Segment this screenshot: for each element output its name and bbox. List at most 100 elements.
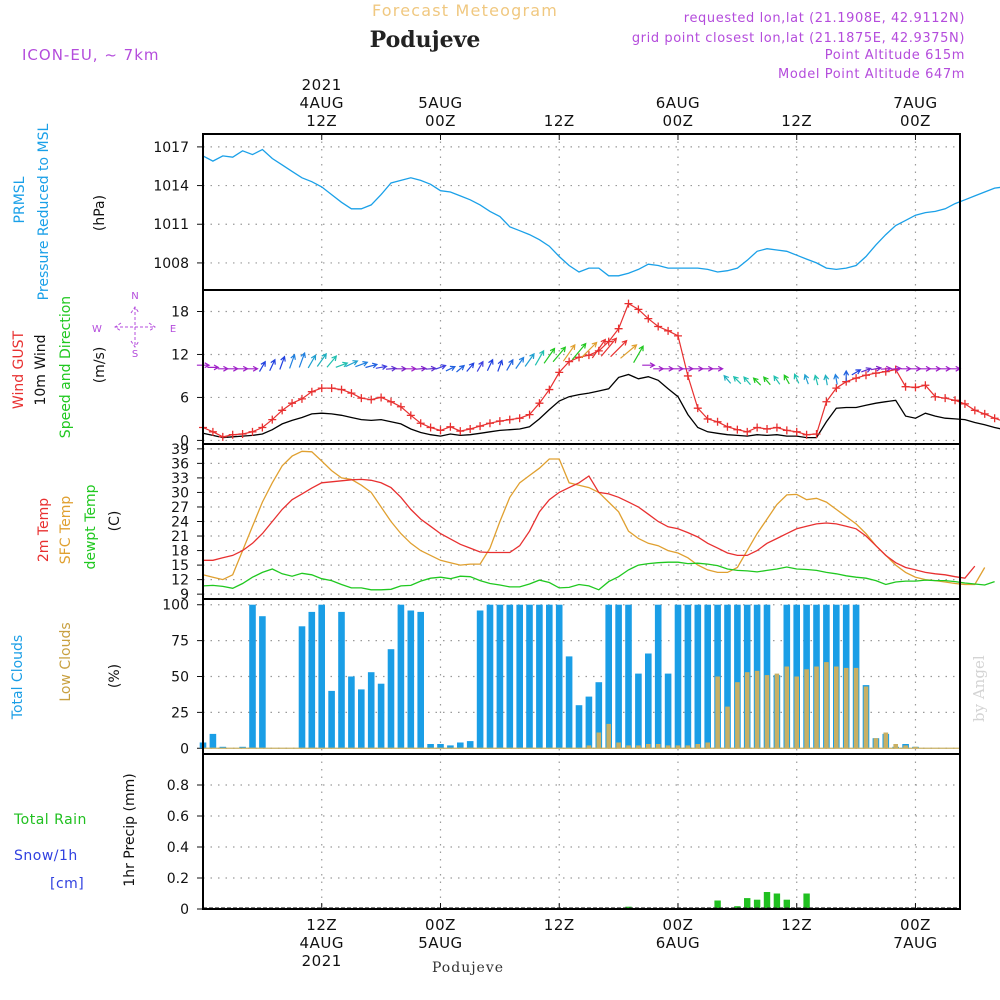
low-cloud-bar	[903, 745, 908, 749]
gust-marker	[396, 402, 405, 411]
wind-dir-label: Speed and Direction	[58, 296, 74, 438]
total-cloud-bar	[555, 604, 563, 749]
wind-arrow	[682, 365, 695, 372]
low-cloud-bar	[616, 742, 621, 749]
low-cloud-bar	[675, 745, 681, 749]
gust-marker	[228, 430, 237, 439]
wind-arrow	[571, 342, 587, 360]
rain-bar	[753, 899, 761, 909]
wind-arrow	[673, 365, 685, 372]
wind-arrow	[425, 365, 437, 372]
gust-marker	[307, 387, 316, 396]
gust-marker	[327, 384, 336, 393]
panel-wind: 0 6 12 18	[171, 290, 1000, 449]
wind-arrow	[940, 365, 952, 372]
gust-marker	[614, 324, 623, 333]
gust-marker	[693, 404, 702, 413]
wind-arrow	[247, 365, 259, 372]
wind-arrow	[289, 353, 296, 369]
wind-arrow	[562, 343, 576, 362]
gust-marker	[743, 427, 752, 436]
ytick-label: 0	[180, 433, 189, 449]
gust-marker	[555, 368, 564, 377]
wind-arrow	[663, 365, 675, 372]
gust-marker	[565, 357, 574, 366]
total-cloud-bar	[496, 604, 504, 749]
t2m-line	[203, 475, 976, 579]
wind-arrow	[843, 369, 850, 381]
low-cloud-bar	[784, 666, 790, 749]
ytick-label: 100	[162, 598, 189, 614]
gust-marker	[347, 389, 356, 398]
ytick-label: 25	[171, 705, 189, 721]
gust-marker	[515, 414, 524, 423]
top-time-label: 12Z	[306, 112, 337, 130]
total-cloud-bar	[377, 683, 385, 749]
credit-watermark: by Angel	[970, 655, 988, 722]
total-cloud-bar	[635, 673, 642, 749]
wind-arrow	[365, 362, 379, 369]
gust-marker	[317, 384, 326, 393]
wind-arrow	[910, 365, 922, 372]
total-cloud-bar	[605, 604, 612, 749]
total-cloud-bar	[565, 656, 573, 749]
low-cloud-bar	[843, 667, 849, 749]
low-cloud-bar	[873, 738, 879, 749]
wind-arrow	[345, 360, 359, 368]
compass-rose: N W E S	[92, 291, 176, 360]
wind-arrow	[823, 374, 830, 386]
sfc-temp-line	[202, 450, 986, 586]
wind-arrow	[633, 345, 644, 363]
total-cloud-bar	[308, 611, 316, 749]
total-cloud-bar	[358, 689, 365, 749]
total-cloud-bar	[664, 673, 672, 749]
top-time-label: 00Z	[663, 112, 694, 130]
gust-marker	[802, 430, 811, 439]
wind-arrow	[307, 354, 317, 369]
wind-unit-label: (m/s)	[92, 347, 108, 384]
wind-arrow	[552, 346, 567, 363]
wind-arrow	[900, 365, 912, 372]
gust-marker	[208, 427, 217, 436]
top-time-label: 00Z	[900, 112, 931, 130]
wind-arrow	[395, 365, 408, 372]
total-cloud-bar	[437, 744, 444, 749]
gust-marker	[911, 383, 920, 392]
top-time-label: 7AUG	[893, 94, 937, 112]
ytick-label: 0.2	[167, 871, 189, 887]
gust-marker	[485, 419, 494, 428]
wind-arrow	[580, 341, 598, 359]
location-title: Podujeve	[370, 27, 481, 53]
gust-marker	[832, 384, 841, 393]
total-cloud-bar	[506, 604, 514, 749]
clouds-unit-label: (%)	[107, 664, 123, 688]
temp-ylabels: 2m Temp SFC Temp dewpt Temp (C)	[36, 484, 123, 569]
gust-marker	[673, 331, 682, 340]
wind-ylabels: Wind GUST 10m Wind Speed and Direction (…	[11, 296, 108, 438]
gust-marker	[297, 394, 306, 403]
low-cloud-bar	[695, 744, 701, 749]
compass-e: E	[170, 324, 176, 335]
gust-marker	[604, 337, 613, 346]
gust-marker	[278, 406, 287, 415]
wind-arrow	[476, 360, 484, 372]
low-cloud-bar	[794, 676, 799, 749]
gust-marker	[218, 432, 227, 441]
gust-marker	[683, 371, 692, 380]
requested-coords: requested lon,lat (21.1908E, 42.9112N)	[684, 11, 965, 26]
bottom-time-label: 4AUG	[300, 934, 344, 952]
pressure-unit-label: (hPa)	[92, 195, 108, 231]
wind-arrow	[743, 376, 751, 386]
gust-marker	[654, 322, 663, 331]
low-cloud-bar	[586, 745, 592, 749]
precip-unit-label: 1hr Precip (mm)	[122, 773, 138, 886]
gust-marker	[644, 314, 653, 323]
total-cloud-bar	[694, 604, 702, 749]
dewpt-label: dewpt Temp	[83, 484, 99, 569]
panel-border	[202, 289, 961, 445]
wind-arrow	[813, 374, 820, 386]
low-cloud-bar	[774, 673, 780, 749]
wind-arrow	[524, 352, 535, 367]
